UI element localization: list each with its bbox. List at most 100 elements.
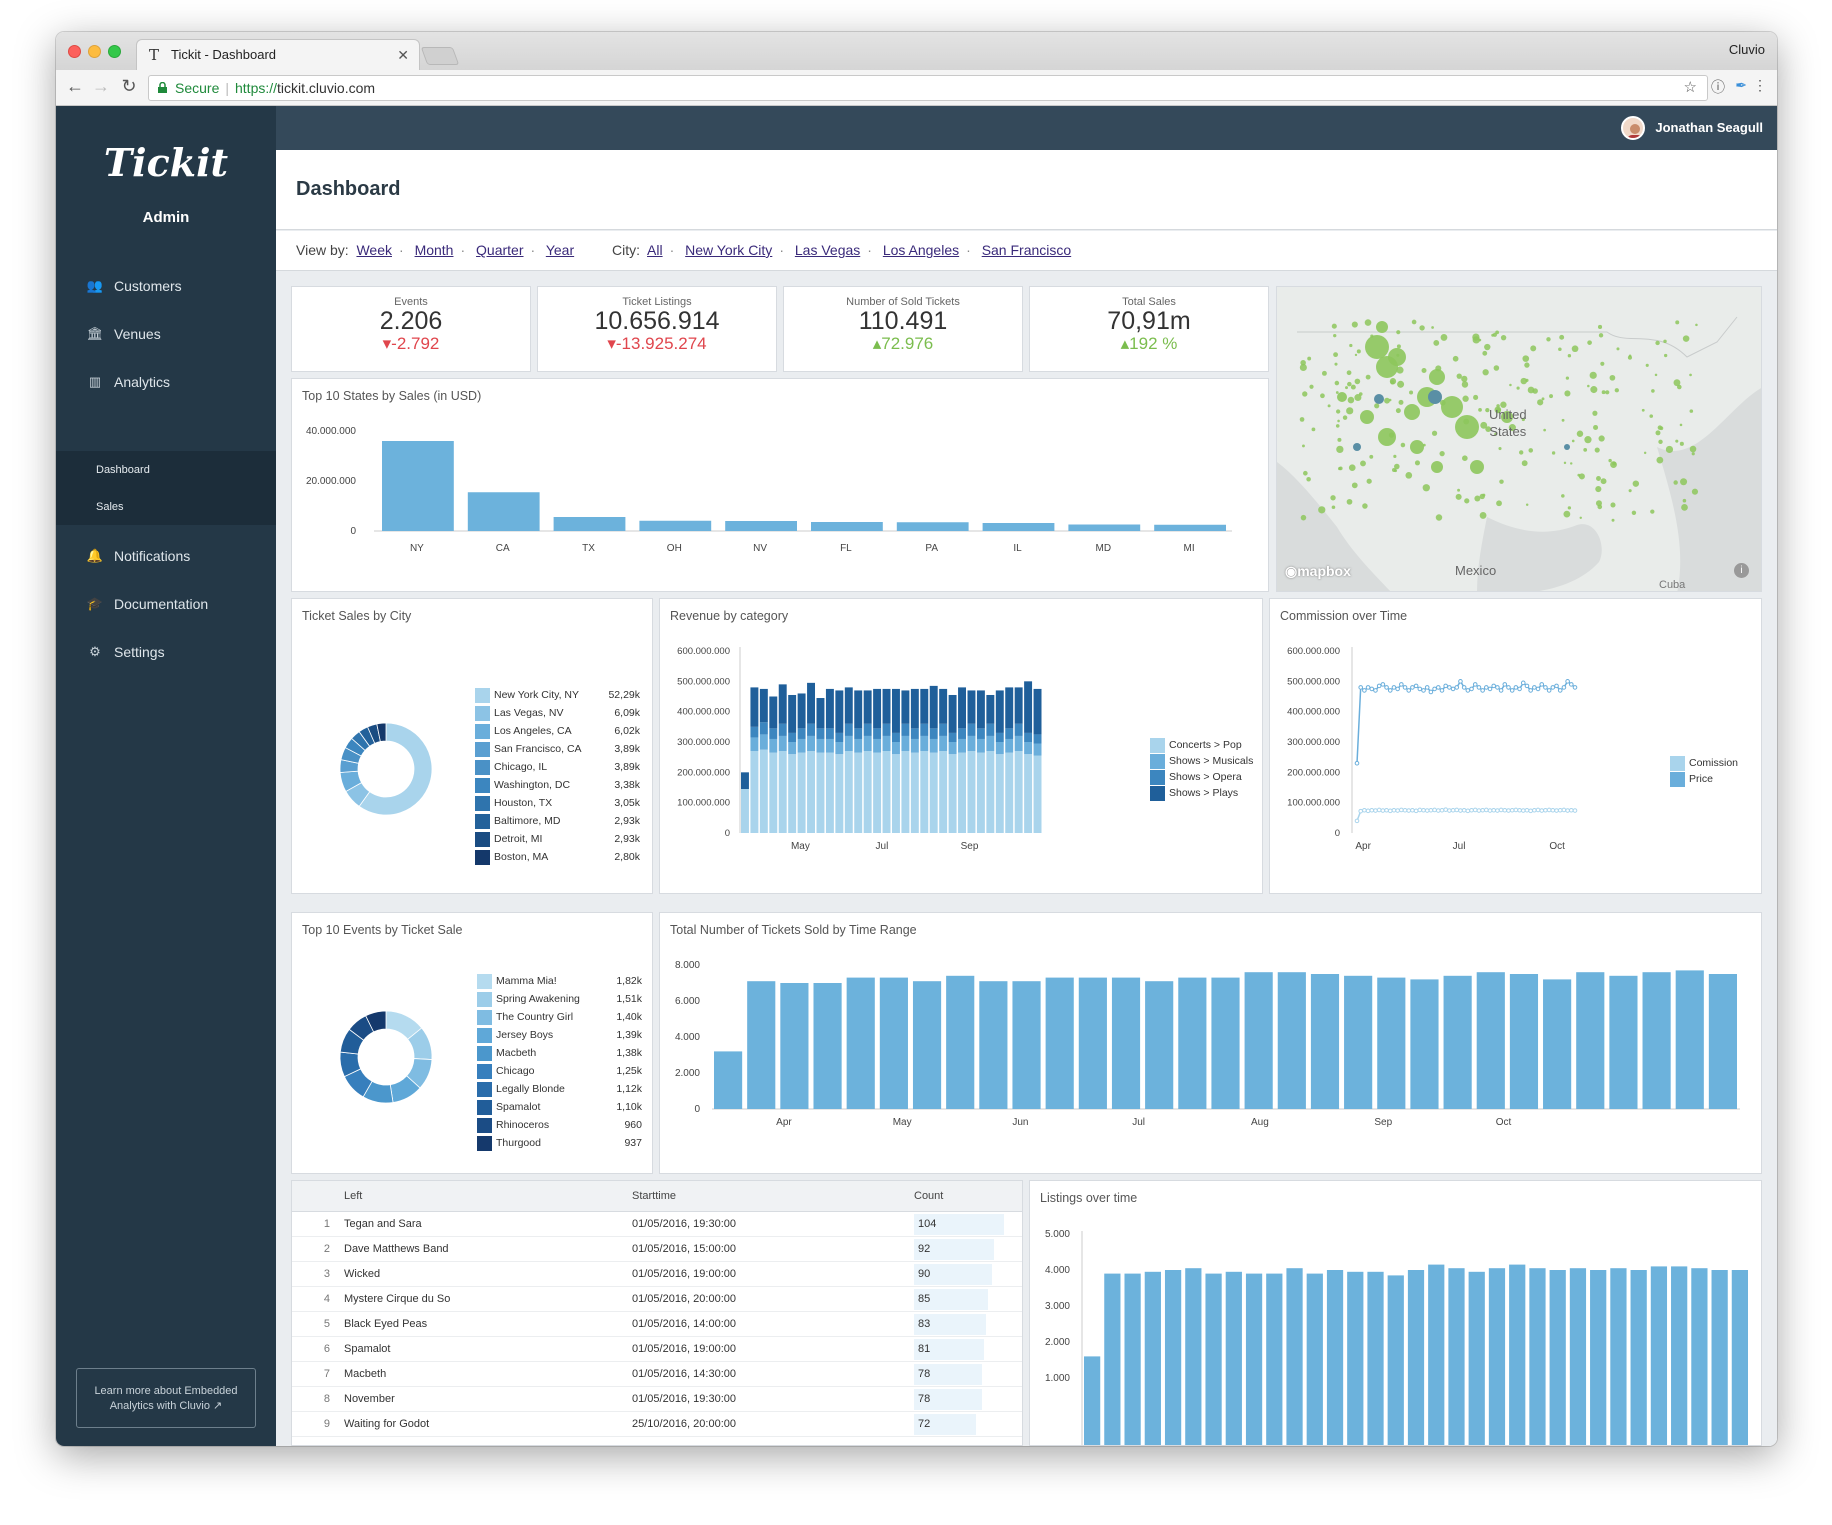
col-count[interactable]: Count [914, 1181, 1022, 1212]
filter-quarter[interactable]: Quarter [476, 242, 524, 258]
back-icon[interactable]: ← [66, 76, 84, 96]
nav-venues[interactable]: 🏛 Venues [56, 314, 276, 354]
minimize-window-button[interactable] [88, 45, 101, 58]
reload-icon[interactable]: ↻ [121, 76, 137, 96]
filter-city-nyc[interactable]: New York City [685, 242, 773, 258]
filter-city-las-vegas[interactable]: Las Vegas [794, 242, 861, 258]
legend-item[interactable]: Detroit, MI 2,93k [475, 831, 640, 849]
legend-item[interactable]: The Country Girl 1,40k [477, 1009, 642, 1027]
y-tick-label: 2.000 [1045, 1337, 1070, 1348]
legend-item[interactable]: Comission [1670, 755, 1760, 771]
sales-map[interactable]: United States Mexico Cuba ◉mapbox i [1276, 286, 1762, 592]
legend-item[interactable]: Spamalot 1,10k [477, 1099, 642, 1117]
map-dot [1524, 362, 1530, 368]
legend-item[interactable]: Legally Blonde 1,12k [477, 1081, 642, 1099]
map-canvas[interactable] [1277, 287, 1762, 592]
learn-more-link[interactable]: Learn more about Embedded Analytics with… [76, 1368, 256, 1428]
tab-close-icon[interactable]: ✕ [397, 47, 409, 63]
filter-year[interactable]: Year [545, 242, 575, 258]
url-field[interactable]: Secure | https://tickit.cluvio.com ☆ [148, 75, 1708, 101]
legend-item[interactable]: Shows > Musicals [1150, 753, 1260, 769]
nav-sales[interactable]: Sales [96, 501, 124, 513]
feather-extension-icon[interactable]: ✒ [1735, 77, 1747, 93]
chart-commission[interactable]: Commission over Time 0 100.000.000 200.000… [1269, 598, 1762, 894]
chart-tickets-time-range[interactable]: Total Number of Tickets Sold by Time Ran… [659, 912, 1762, 1174]
map-dot [1595, 500, 1602, 507]
nav-documentation[interactable]: 🎓 Documentation [56, 584, 276, 624]
legend-item[interactable]: New York City, NY 52,29k [475, 687, 640, 705]
browser-tab[interactable]: T Tickit - Dashboard ✕ [136, 39, 420, 70]
map-info-icon[interactable]: i [1734, 563, 1749, 578]
legend-item[interactable]: Price [1670, 771, 1760, 787]
kpi-ticket-listings[interactable]: Ticket Listings 10.656.914 ▾-13.925.274 [537, 286, 777, 372]
legend-item[interactable]: Boston, MA 2,80k [475, 849, 640, 867]
profile-name[interactable]: Cluvio [1728, 42, 1765, 57]
nav-analytics[interactable]: ▥ Analytics [56, 362, 276, 402]
legend-item[interactable]: Houston, TX 3,05k [475, 795, 640, 813]
legend-swatch [477, 973, 492, 989]
table-row[interactable]: 5 Black Eyed Peas 01/05/2016, 14:00:00 83 [292, 1311, 1022, 1337]
maximize-window-button[interactable] [108, 45, 121, 58]
legend-item[interactable]: San Francisco, CA 3,89k [475, 741, 640, 759]
table-row[interactable]: 4 Mystere Cirque du So 01/05/2016, 20:00:0… [292, 1286, 1022, 1312]
chart-top-states[interactable]: Top 10 States by Sales (in USD) 0 20.000.… [291, 378, 1269, 592]
bar [1675, 970, 1704, 1109]
kpi-sold-tickets[interactable]: Number of Sold Tickets 110.491 ▴72.976 [783, 286, 1023, 372]
close-window-button[interactable] [68, 45, 81, 58]
menu-dots-icon[interactable]: ⋮ [1753, 77, 1767, 93]
legend-item[interactable]: Concerts > Pop [1150, 737, 1260, 753]
legend-item[interactable]: Macbeth 1,38k [477, 1045, 642, 1063]
table-row[interactable]: 6 Spamalot 01/05/2016, 19:00:00 81 [292, 1336, 1022, 1362]
legend-item[interactable]: Rhinoceros 960 [477, 1117, 642, 1135]
forward-icon[interactable]: → [92, 76, 110, 96]
nav-settings[interactable]: ⚙ Settings [56, 632, 276, 672]
mapbox-logo[interactable]: ◉mapbox [1285, 563, 1351, 579]
legend-item[interactable]: Washington, DC 3,38k [475, 777, 640, 795]
kpi-value: 2.206 [379, 307, 443, 335]
filter-city-all[interactable]: All [647, 242, 663, 258]
legend-item[interactable]: Jersey Boys 1,39k [477, 1027, 642, 1045]
legend-item[interactable]: Los Angeles, CA 6,02k [475, 723, 640, 741]
stacked-bar [844, 751, 853, 833]
legend-item[interactable]: Shows > Opera [1150, 769, 1260, 785]
stacked-bar [873, 738, 882, 753]
legend-item[interactable]: Mamma Mia! 1,82k [477, 973, 642, 991]
legend-item[interactable]: Baltimore, MD 2,93k [475, 813, 640, 831]
legend-item[interactable]: Chicago 1,25k [477, 1063, 642, 1081]
chart-ticket-sales-city[interactable]: Ticket Sales by City New York City, NY 52… [291, 598, 653, 894]
kpi-events[interactable]: Events 2.206 ▾-2.792 [291, 286, 531, 372]
filter-city-los-angeles[interactable]: Los Angeles [882, 242, 960, 258]
legend-item[interactable]: Spring Awakening 1,51k [477, 991, 642, 1009]
chart-top-events[interactable]: Top 10 Events by Ticket Sale Mamma Mia! 1… [291, 912, 653, 1174]
nav-dashboard[interactable]: Dashboard [96, 464, 150, 476]
chart-listings[interactable]: Listings over time 1.000 2.000 3.000 4.000 5… [1029, 1180, 1762, 1446]
nav-notifications[interactable]: 🔔 Notifications [56, 536, 276, 576]
legend-item[interactable]: Shows > Plays [1150, 785, 1260, 801]
bookmark-star-icon[interactable]: ☆ [1683, 79, 1697, 96]
nav-customers[interactable]: 👥 Customers [56, 266, 276, 306]
app-logo[interactable]: Tickit [103, 140, 229, 185]
kpi-total-sales[interactable]: Total Sales 70,91m ▴192 % [1029, 286, 1269, 372]
col-left[interactable]: Left [344, 1181, 632, 1212]
table-row[interactable]: 8 November 01/05/2016, 19:30:00 78 [292, 1386, 1022, 1412]
filter-city-san-francisco[interactable]: San Francisco [981, 242, 1072, 258]
legend-label: San Francisco, CA [494, 743, 582, 755]
user-menu[interactable]: Jonathan Seagull [1621, 106, 1763, 150]
table-row[interactable]: 9 Waiting for Godot 25/10/2016, 20:00:00 72 [292, 1411, 1022, 1437]
line-point [1506, 808, 1511, 813]
col-starttime[interactable]: Starttime [632, 1181, 914, 1212]
filter-week[interactable]: Week [356, 242, 392, 258]
table-row[interactable]: 3 Wicked 01/05/2016, 19:00:00 90 [292, 1261, 1022, 1287]
table-row[interactable]: 7 Macbeth 01/05/2016, 14:30:00 78 [292, 1361, 1022, 1387]
table-row[interactable]: 1 Tegan and Sara 01/05/2016, 19:30:00 104 [292, 1211, 1022, 1237]
filter-month[interactable]: Month [414, 242, 454, 258]
chart-revenue-category[interactable]: Revenue by category 0 100.000.000 200.000.… [659, 598, 1263, 894]
info-extension-icon[interactable]: ⓘ [1711, 79, 1725, 95]
line-point [1391, 685, 1397, 690]
table-row[interactable]: 2 Dave Matthews Band 01/05/2016, 15:00:00 9… [292, 1236, 1022, 1262]
legend-item[interactable]: Chicago, IL 3,89k [475, 759, 640, 777]
map-dot [1527, 386, 1535, 394]
legend-item[interactable]: Thurgood 937 [477, 1135, 642, 1153]
new-tab-button[interactable] [420, 47, 460, 65]
legend-item[interactable]: Las Vegas, NV 6,09k [475, 705, 640, 723]
